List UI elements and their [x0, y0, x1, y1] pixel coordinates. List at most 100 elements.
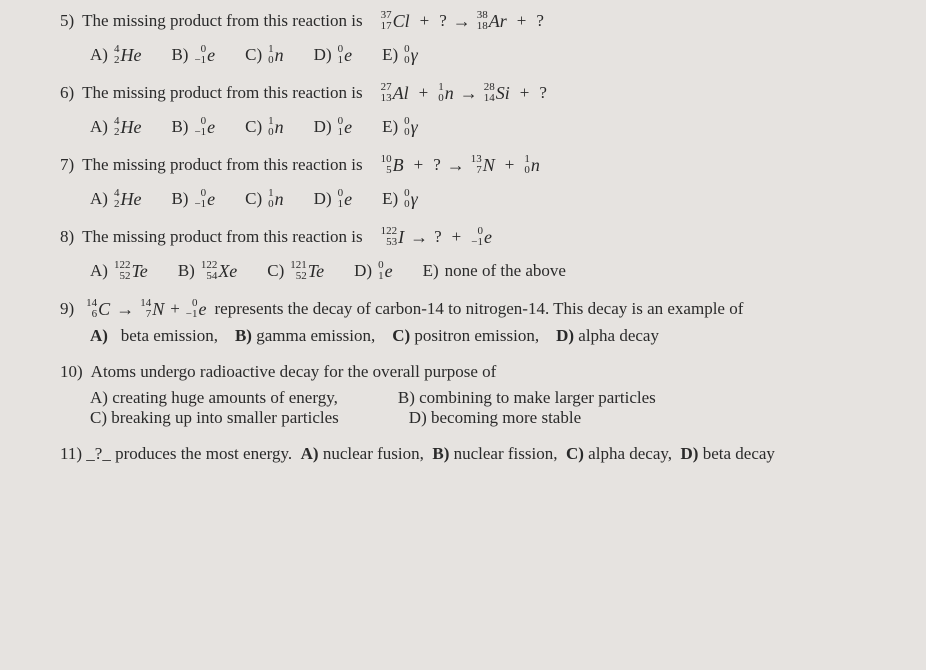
q5-equation: 3717Cl + ? → 3818Ar + ? [381, 10, 544, 32]
q7-ans-C[interactable]: C)10n [245, 188, 284, 210]
text: beta emission, [121, 326, 218, 345]
worksheet-page: 5) The missing product from this reactio… [0, 0, 926, 474]
q7-ans-B[interactable]: B)0−1e [171, 188, 215, 210]
q6-ans-C[interactable]: C)10n [245, 116, 284, 138]
label: E) [423, 261, 439, 281]
symbol: γ [411, 45, 418, 66]
atomic: −1 [186, 309, 198, 320]
q8-number: 8) [60, 227, 74, 247]
q11-ans-A[interactable]: A) nuclear fusion, [301, 444, 424, 463]
plus: + [414, 155, 424, 175]
symbol: n [445, 83, 454, 104]
text: breaking up into smaller particles [111, 408, 339, 427]
q7-ans-A[interactable]: A)42He [90, 188, 141, 210]
q8-ans-D[interactable]: D)01e [354, 260, 392, 282]
q8-ans-A[interactable]: A)12252Te [90, 260, 148, 282]
symbol: N [152, 299, 164, 320]
symbol: Al [393, 83, 409, 104]
label: B) [432, 444, 449, 463]
unknown: ? [539, 83, 547, 103]
q8-text: The missing product from this reaction i… [82, 227, 362, 247]
q6-ans-A[interactable]: A)42He [90, 116, 141, 138]
atomic: 0 [524, 165, 530, 176]
symbol: n [275, 117, 284, 138]
q9-ans-C[interactable]: C) positron emission, [392, 326, 539, 345]
q9-answers: A) beta emission, B) gamma emission, C) … [90, 326, 886, 346]
text: beta decay [703, 444, 775, 463]
q9-ans-B[interactable]: B) gamma emission, [235, 326, 375, 345]
symbol: Te [308, 261, 324, 282]
symbol: N [483, 155, 495, 176]
question-6: 6) The missing product from this reactio… [60, 82, 886, 138]
unknown: ? [433, 155, 441, 175]
q10-ans-A[interactable]: A) creating huge amounts of energy, [90, 388, 338, 408]
q6-ans-D[interactable]: D)01e [314, 116, 352, 138]
q9-number: 9) [60, 299, 74, 319]
q11-ans-D[interactable]: D) beta decay [681, 444, 775, 463]
atomic: 5 [386, 165, 392, 176]
question-10: 10) Atoms undergo radioactive decay for … [60, 362, 886, 428]
question-7: 7) The missing product from this reactio… [60, 154, 886, 210]
q6-ans-B[interactable]: B)0−1e [171, 116, 215, 138]
atomic: 0 [268, 127, 274, 138]
q7-ans-D[interactable]: D)01e [314, 188, 352, 210]
label: C) [267, 261, 284, 281]
atomic: 2 [114, 55, 120, 66]
atomic: 1 [338, 127, 344, 138]
unknown: ? [439, 11, 447, 31]
q8-ans-B[interactable]: B)12254Xe [178, 260, 237, 282]
atomic: 18 [477, 21, 488, 32]
atomic: 7 [476, 165, 482, 176]
q7-answers: A)42He B)0−1e C)10n D)01e E)00γ [90, 188, 886, 210]
unknown: ? [434, 227, 442, 247]
arrow: → [447, 155, 465, 176]
plus: + [170, 299, 180, 319]
text: alpha decay [578, 326, 659, 345]
atomic: 1 [338, 55, 344, 66]
symbol: Xe [218, 261, 237, 282]
label: C) [90, 408, 107, 427]
label: A) [90, 326, 108, 345]
q10-ans-C[interactable]: C) breaking up into smaller particles [90, 408, 339, 428]
q10-ans-B[interactable]: B) combining to make larger particles [398, 388, 656, 408]
arrow: → [116, 299, 134, 320]
q9-ans-A[interactable]: A) beta emission, [90, 326, 218, 345]
symbol: Te [131, 261, 147, 282]
q11-ans-B[interactable]: B) nuclear fission, [432, 444, 557, 463]
q8-ans-C[interactable]: C)12152Te [267, 260, 324, 282]
label: C) [245, 189, 262, 209]
q10-text: Atoms undergo radioactive decay for the … [91, 362, 497, 382]
q7-equation: 105B + ? → 137N + 10n [381, 154, 540, 176]
arrow: → [410, 227, 428, 248]
symbol: e [199, 299, 207, 320]
symbol: e [484, 227, 492, 248]
label: D) [314, 189, 332, 209]
symbol: He [120, 117, 141, 138]
q11-number: 11) [60, 444, 82, 463]
atomic: 17 [381, 21, 392, 32]
q9-ans-D[interactable]: D) alpha decay [556, 326, 659, 345]
q5-ans-E[interactable]: E)00γ [382, 44, 418, 66]
label: C) [566, 444, 584, 463]
q5-ans-B[interactable]: B)0−1e [171, 44, 215, 66]
q5-ans-D[interactable]: D)01e [314, 44, 352, 66]
atomic: 0 [404, 55, 410, 66]
q6-ans-E[interactable]: E)00γ [382, 116, 418, 138]
atomic: 0 [438, 93, 444, 104]
q5-ans-C[interactable]: C)10n [245, 44, 284, 66]
plus: + [520, 83, 530, 103]
q7-ans-E[interactable]: E)00γ [382, 188, 418, 210]
q8-ans-E[interactable]: E)none of the above [423, 261, 566, 281]
q10-ans-D[interactable]: D) becoming more stable [409, 408, 581, 428]
label: A) [301, 444, 319, 463]
label: B) [171, 189, 188, 209]
label: E) [382, 189, 398, 209]
q8-answers: A)12252Te B)12254Xe C)12152Te D)01e E)no… [90, 260, 886, 282]
label: B) [235, 326, 252, 345]
atomic: 2 [114, 127, 120, 138]
q10-answers: A) creating huge amounts of energy, B) c… [90, 388, 886, 428]
q5-ans-A[interactable]: A)42He [90, 44, 141, 66]
symbol: He [120, 189, 141, 210]
atomic: 6 [92, 309, 98, 320]
q11-ans-C[interactable]: C) alpha decay, [566, 444, 672, 463]
